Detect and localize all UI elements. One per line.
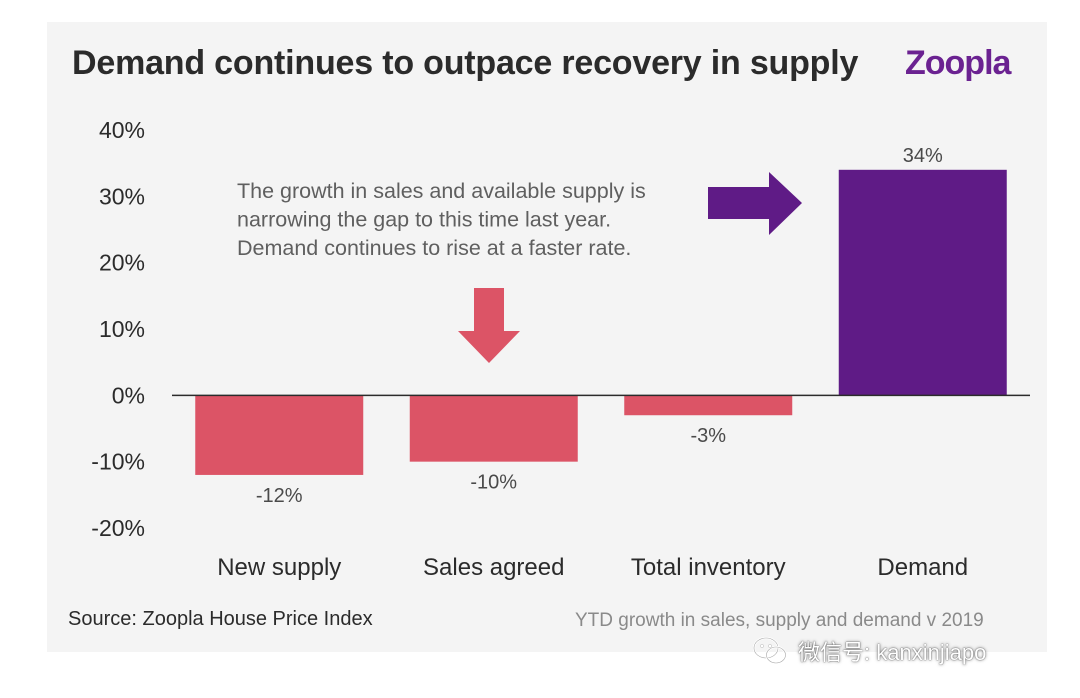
y-tick-label: 10% xyxy=(99,316,145,342)
annotation-line: The growth in sales and available supply… xyxy=(237,179,646,203)
x-tick-label: Demand xyxy=(877,554,968,581)
wechat-icon xyxy=(752,636,787,665)
data-label: -10% xyxy=(470,472,517,494)
wechat-watermark: 微信号: kanxinjiapo xyxy=(752,634,986,668)
chart-subtitle: YTD growth in sales, supply and demand v… xyxy=(575,610,984,631)
down-arrow-icon xyxy=(458,288,520,363)
y-tick-label: 30% xyxy=(99,183,145,209)
y-tick-label: 20% xyxy=(99,250,145,276)
bar-new-supply xyxy=(195,395,364,475)
data-label: -12% xyxy=(256,485,303,507)
source-note: Source: Zoopla House Price Index xyxy=(68,608,373,630)
annotation-line: narrowing the gap to this time last year… xyxy=(237,208,611,232)
data-label: -3% xyxy=(690,425,726,447)
annotation-line: Demand continues to rise at a faster rat… xyxy=(237,236,631,260)
y-tick-label: 40% xyxy=(99,117,145,143)
y-tick-label: -10% xyxy=(91,449,145,475)
chart-title: Demand continues to outpace recovery in … xyxy=(72,44,859,82)
y-tick-label: 0% xyxy=(112,382,145,408)
bar-sales-agreed xyxy=(409,395,578,462)
bar-total-inventory xyxy=(624,395,793,416)
data-label: 34% xyxy=(903,145,943,167)
zoopla-logo: Zoopla xyxy=(905,44,1011,82)
bar-demand xyxy=(838,169,1007,396)
y-tick-label: -20% xyxy=(91,515,145,541)
right-arrow-icon xyxy=(708,172,802,235)
x-tick-label: New supply xyxy=(217,554,341,581)
x-tick-label: Total inventory xyxy=(631,554,786,581)
x-tick-label: Sales agreed xyxy=(423,554,564,581)
watermark-text: 微信号: kanxinjiapo xyxy=(798,640,987,665)
